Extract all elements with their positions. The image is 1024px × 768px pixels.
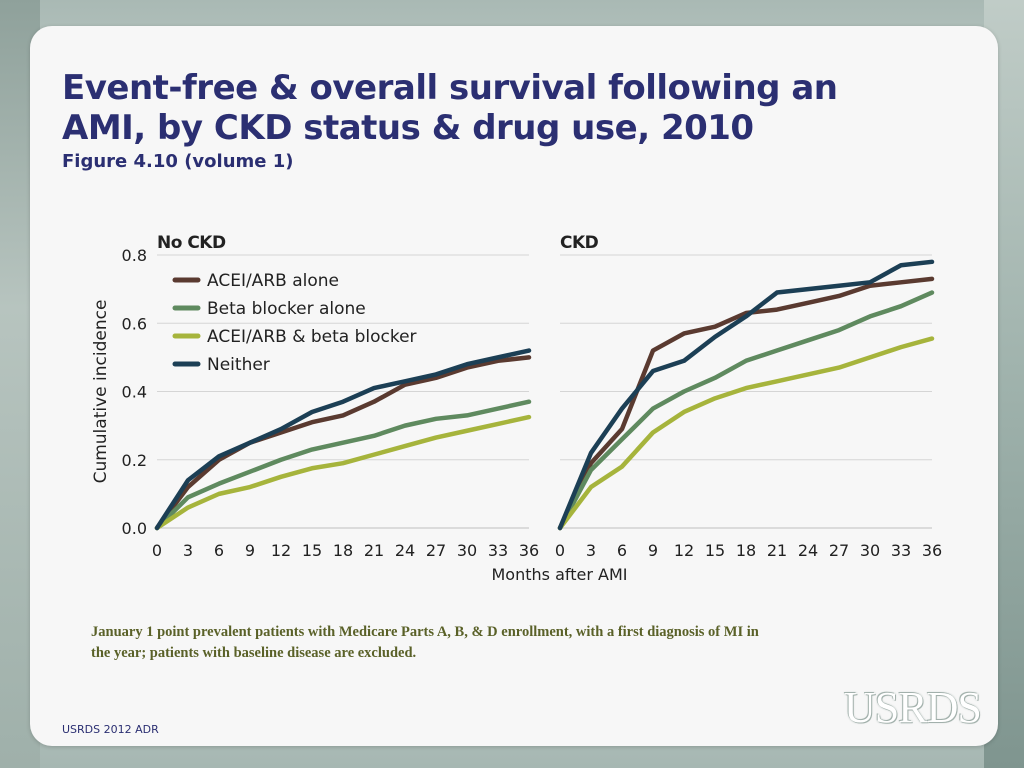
legend-label: ACEI/ARB & beta blocker (207, 327, 417, 347)
x-tick-label: 15 (705, 541, 725, 560)
series-line (154, 399, 532, 531)
x-tick-label: 9 (245, 541, 255, 560)
footnote: January 1 point prevalent patients with … (91, 624, 759, 661)
x-tick-label: 9 (648, 541, 658, 560)
figure-label: Figure 4.10 (volume 1) (62, 151, 294, 172)
survival-chart: 0.0 0.2 0.4 0.6 0.8 Cumulative incidence No CK… (91, 233, 942, 584)
series-line (557, 276, 935, 531)
x-tick-label: 6 (214, 541, 224, 560)
x-tick-label: 12 (674, 541, 694, 560)
x-axis-label: Months after AMI (492, 565, 628, 584)
x-tick-label: 3 (183, 541, 193, 560)
usrds-logo: USRDS (844, 683, 982, 732)
panel-title: CKD (560, 233, 599, 253)
x-tick-label: 33 (488, 541, 508, 560)
legend-label: ACEI/ARB alone (207, 271, 339, 291)
x-tick-label: 30 (860, 541, 880, 560)
x-tick-label: 18 (333, 541, 353, 560)
x-tick-label: 36 (519, 541, 539, 560)
x-tick-label: 27 (426, 541, 446, 560)
legend-label: Neither (207, 355, 270, 375)
y-tick-label: 0.0 (122, 519, 147, 538)
x-tick-label: 27 (829, 541, 849, 560)
x-tick-label: 21 (364, 541, 384, 560)
series-line (557, 259, 935, 531)
x-tick-label: 0 (555, 541, 565, 560)
series-line (154, 355, 532, 531)
y-axis-label: Cumulative incidence (91, 300, 111, 484)
series-line (557, 336, 935, 531)
x-tick-label: 0 (152, 541, 162, 560)
x-tick-label: 6 (617, 541, 627, 560)
y-tick-label: 0.8 (122, 246, 147, 265)
x-tick-label: 24 (395, 541, 415, 560)
x-tick-label: 18 (736, 541, 756, 560)
y-tick-label: 0.4 (122, 383, 147, 402)
y-tick-label: 0.2 (122, 451, 147, 470)
x-tick-label: 15 (302, 541, 322, 560)
x-tick-label: 33 (891, 541, 911, 560)
slide-title: Event-free & overall survival following … (62, 68, 838, 148)
legend-label: Beta blocker alone (207, 299, 366, 319)
panel-title: No CKD (157, 233, 226, 253)
x-tick-label: 36 (922, 541, 942, 560)
series-line (154, 348, 532, 531)
x-tick-label: 24 (798, 541, 818, 560)
source-label: USRDS 2012 ADR (62, 723, 159, 736)
x-tick-label: 3 (586, 541, 596, 560)
x-tick-label: 30 (457, 541, 477, 560)
series-line (557, 290, 935, 531)
x-tick-label: 12 (271, 541, 291, 560)
series-line (154, 414, 532, 531)
y-tick-label: 0.6 (122, 314, 147, 333)
slide-card (30, 26, 998, 746)
x-tick-label: 21 (767, 541, 787, 560)
